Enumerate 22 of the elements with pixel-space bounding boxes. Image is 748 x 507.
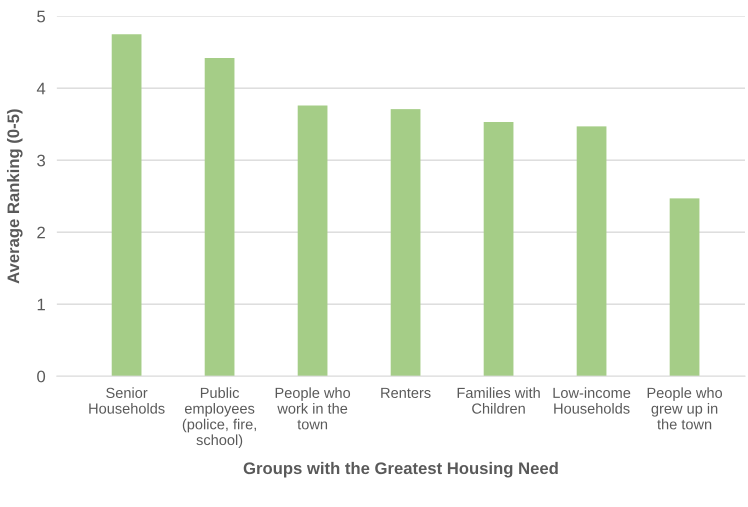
x-tick-label: Low-income Households [553,387,630,414]
x-tick-label: People who work in the town [276,387,350,430]
bar [390,109,420,376]
y-tick-label: 4 [36,82,46,94]
y-tick-label: 1 [38,298,45,310]
y-tick-label: 0 [37,370,46,382]
bar [576,126,606,376]
y-tick-label: 5 [37,10,46,22]
bar [112,34,142,376]
x-tick-label: Senior Households [89,387,165,414]
y-tick-label: 3 [37,154,46,166]
x-tick-label: Families with Children [458,387,540,414]
x-tick-label: People who grew up in the town [648,387,722,430]
x-tick-label: Renters [381,388,431,398]
x-tick-label: Public employees (police, fire, school) [182,387,256,448]
x-axis-title: Groups with the Greatest Housing Need [244,462,558,478]
bar [484,122,514,376]
bar [298,105,328,376]
bar [670,198,700,376]
y-tick-label: 2 [37,226,45,238]
bar [204,58,234,376]
y-axis-title: Average Ranking (0-5) [6,109,23,284]
